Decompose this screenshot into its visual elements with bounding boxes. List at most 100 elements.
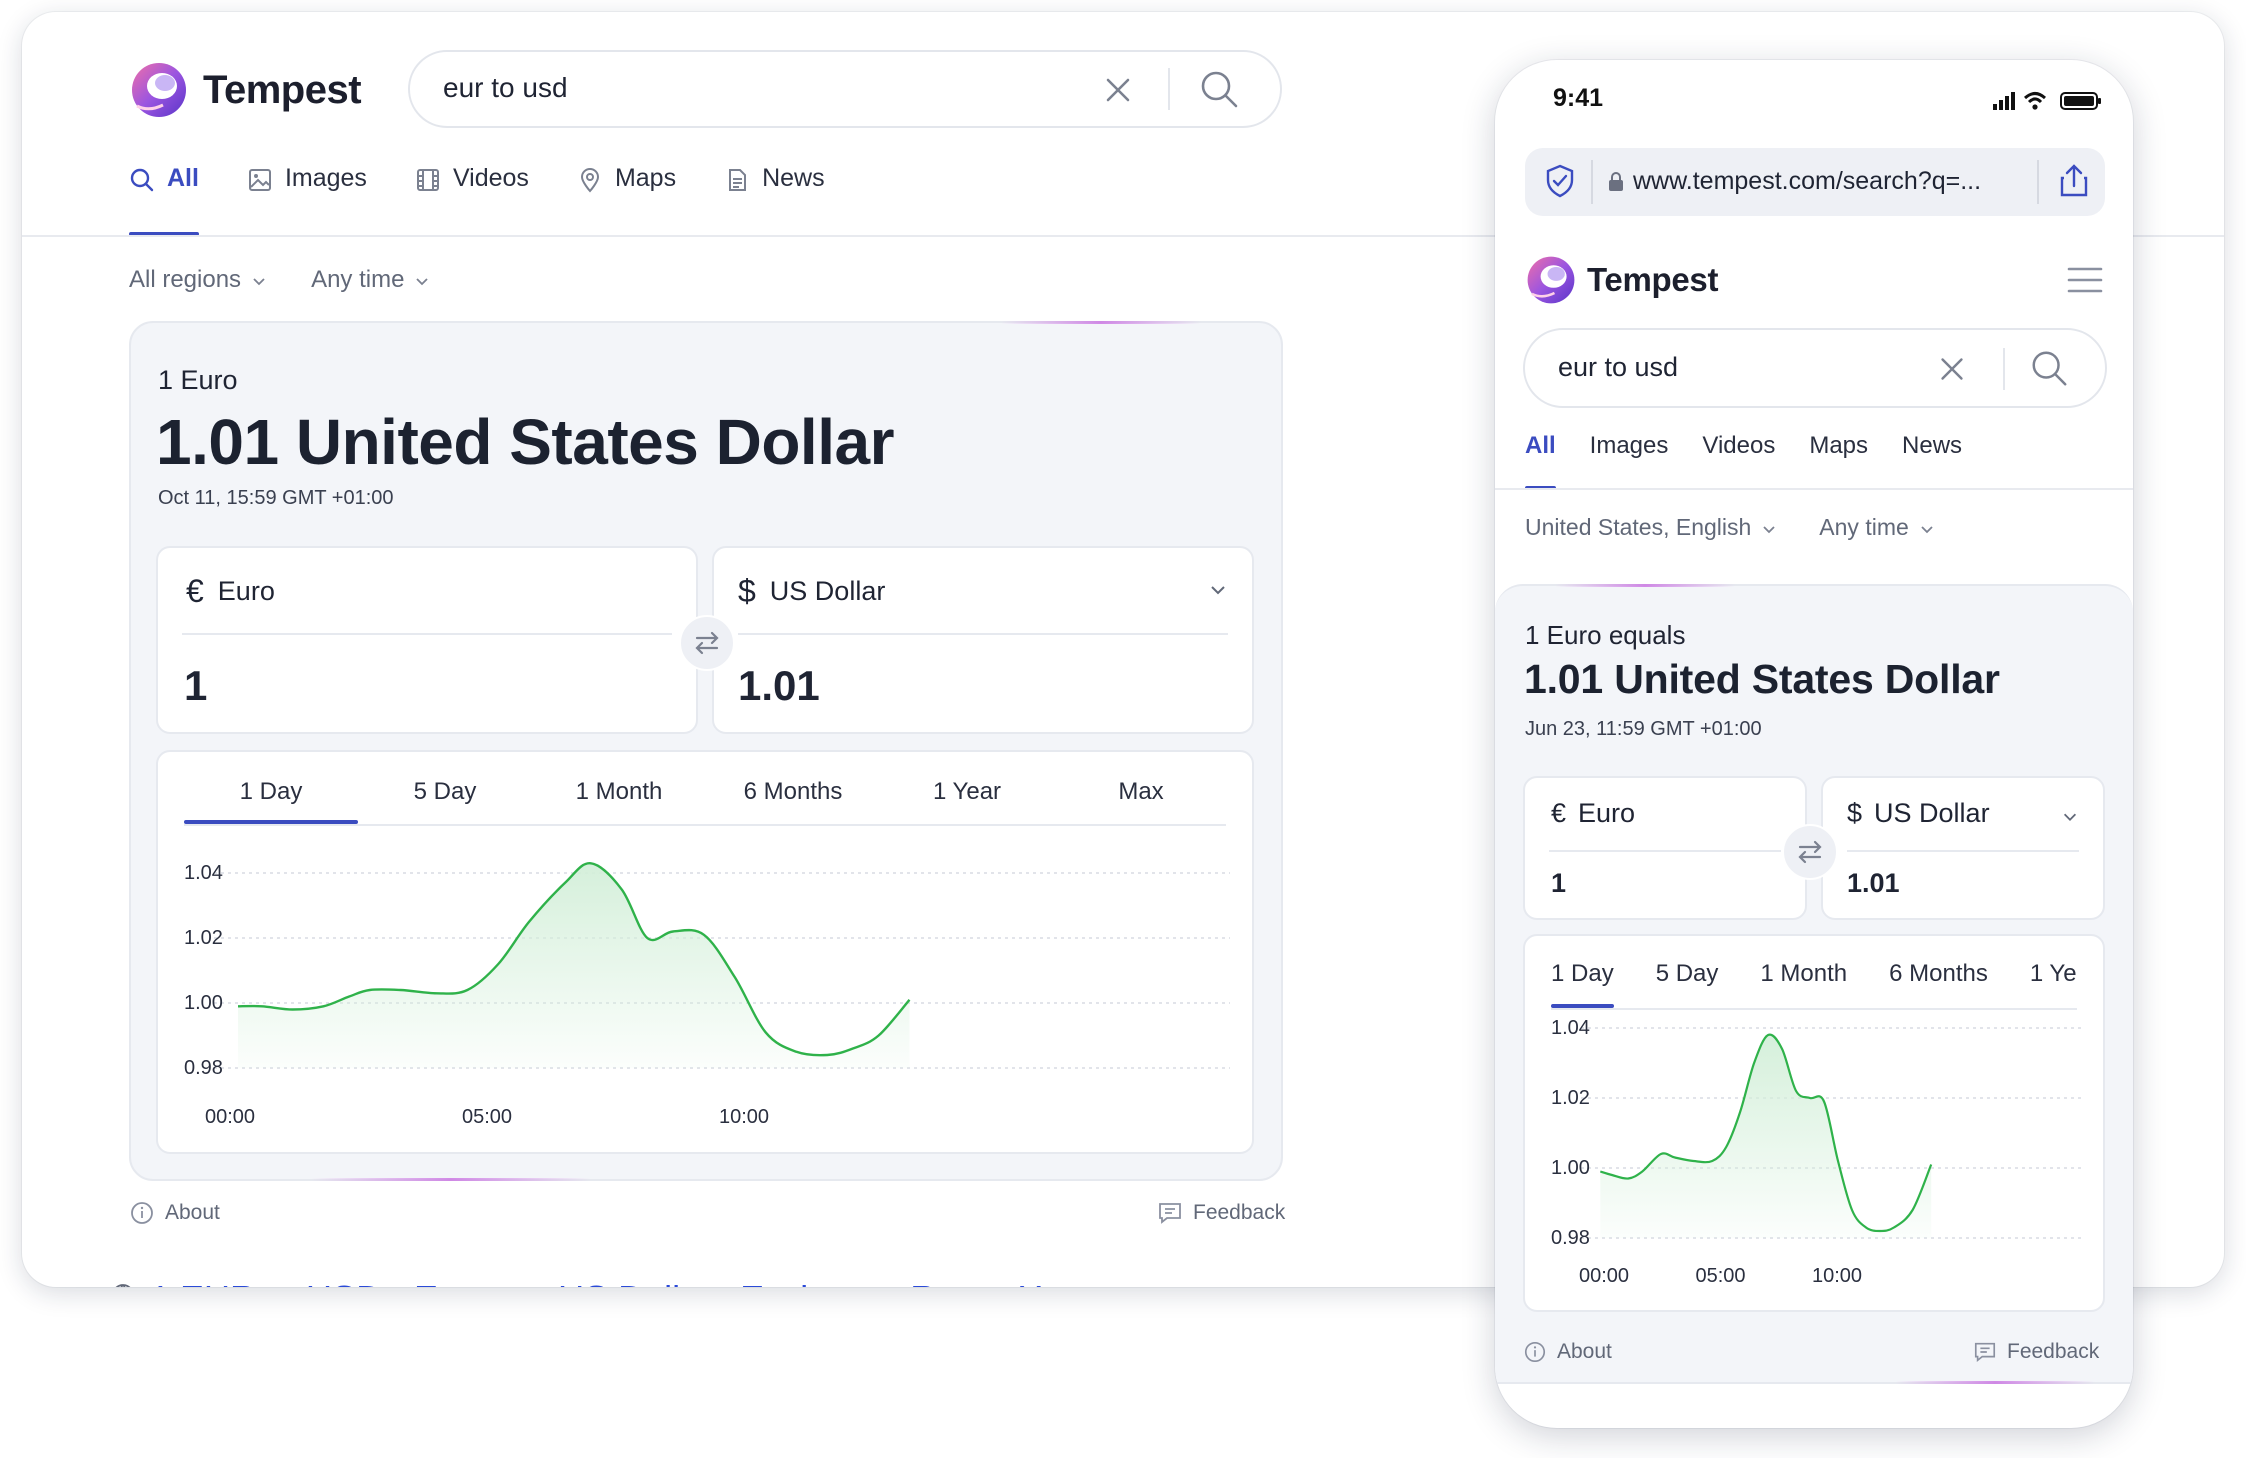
chevron-down-icon: [1921, 525, 1933, 533]
tab-images[interactable]: Images: [247, 164, 367, 236]
chart-series-line: [237, 862, 911, 1057]
range-tab-5-day[interactable]: 5 Day: [1655, 960, 1719, 987]
browser-url-bar[interactable]: www.tempest.com/search?q=...: [1525, 148, 2105, 216]
chevron-down-icon[interactable]: [2061, 808, 2079, 826]
search-result-link[interactable]: 1 EUR to USD - Euros to US Dollars Excha…: [150, 1278, 1062, 1287]
tabs-divider: [22, 235, 2224, 237]
y-tick-label: 1.04: [184, 862, 223, 884]
region-filter[interactable]: United States, English: [1525, 514, 1777, 541]
from-currency-select[interactable]: € Euro: [186, 573, 275, 610]
url-divider: [2037, 160, 2039, 204]
brand-logo[interactable]: Tempest: [1525, 254, 1718, 306]
clear-icon[interactable]: [1935, 352, 1969, 386]
search-icon: [130, 168, 154, 192]
region-filter[interactable]: All regions: [129, 266, 267, 294]
from-currency-select[interactable]: € Euro: [1551, 798, 1635, 829]
search-icon[interactable]: [1198, 68, 1240, 110]
tab-maps[interactable]: Maps: [1809, 432, 1869, 459]
chart-area-fill: [1600, 1034, 1932, 1238]
mobile-phone: 9:41 www.tempest.com/search?q=... Tempes…: [1495, 60, 2133, 1428]
range-tab-max[interactable]: Max: [1118, 778, 1164, 805]
tab-videos[interactable]: Videos: [1702, 432, 1776, 459]
tab-all[interactable]: All: [129, 164, 199, 236]
range-tab-6-months[interactable]: 6 Months: [743, 778, 843, 805]
tab-label: Videos: [452, 164, 529, 192]
feedback-link[interactable]: Feedback: [1973, 1340, 2099, 1364]
tab-label: Images: [284, 164, 367, 192]
share-icon[interactable]: [2055, 162, 2093, 200]
clear-icon[interactable]: [1100, 72, 1136, 108]
to-amount-input[interactable]: 1.01: [738, 662, 820, 709]
brand-logo[interactable]: Tempest: [129, 60, 362, 120]
from-currency-name: Euro: [217, 576, 275, 606]
search-tabs: All Images Videos Maps News: [129, 164, 873, 236]
tabs-divider: [1495, 488, 2133, 490]
range-tab-6-months[interactable]: 6 Months: [1889, 960, 1988, 987]
tab-news[interactable]: News: [1902, 432, 1963, 459]
euro-symbol-icon: €: [186, 573, 204, 609]
range-tab-5-day[interactable]: 5 Day: [413, 778, 477, 805]
range-tab-1-month[interactable]: 1 Month: [575, 778, 663, 805]
from-amount-input[interactable]: 1: [184, 662, 208, 709]
card-glow: [1001, 321, 1201, 324]
hamburger-menu-icon[interactable]: [2067, 266, 2103, 294]
feedback-label: Feedback: [1193, 1201, 1286, 1224]
search-input[interactable]: eur to usd: [443, 72, 568, 103]
exchange-rate-chart: 1.04 1.02 1.00 0.98 00:00 05:00 10:00: [184, 862, 1230, 1128]
currency-divider: [738, 633, 1228, 635]
to-currency-select[interactable]: $ US Dollar: [738, 573, 885, 610]
feedback-link[interactable]: Feedback: [1157, 1200, 1285, 1226]
document-icon: [729, 169, 747, 191]
info-icon: [131, 1202, 153, 1224]
x-tick-label: 10:00: [1812, 1265, 1862, 1287]
to-amount-input[interactable]: 1.01: [1847, 868, 1900, 898]
about-link[interactable]: About: [1523, 1340, 1612, 1364]
x-tick-label: 00:00: [1579, 1265, 1629, 1287]
chevron-down-icon: [416, 278, 429, 286]
brand-name: Tempest: [1587, 261, 1719, 298]
tab-news[interactable]: News: [724, 164, 825, 236]
chevron-down-icon[interactable]: [1208, 580, 1228, 600]
card-glow: [1895, 1381, 2095, 1384]
range-tab-1-year[interactable]: 1 Year: [932, 778, 1002, 805]
y-tick-label: 1.00: [1551, 1157, 1590, 1179]
y-tick-label: 0.98: [1551, 1227, 1590, 1249]
swap-currencies-button[interactable]: [679, 615, 735, 671]
rate-chart-panel: 1 Day 5 Day 1 Month 6 Months 1 Ye 1.04 1.…: [1523, 934, 2105, 1312]
map-pin-icon: [580, 168, 599, 193]
search-bar[interactable]: eur to usd: [1523, 328, 2107, 408]
from-currency-name: Euro: [1578, 798, 1636, 828]
tab-all[interactable]: All: [1525, 432, 1556, 490]
info-icon: [1524, 1341, 1546, 1363]
x-tick-label: 05:00: [1696, 1265, 1746, 1287]
range-tab-1-day[interactable]: 1 Day: [1551, 936, 1614, 1008]
time-filter[interactable]: Any time: [1819, 514, 1934, 541]
card-glow: [311, 1178, 591, 1181]
about-link[interactable]: About: [129, 1200, 220, 1226]
search-tabs: All Images Videos Maps News: [1525, 432, 1996, 490]
range-tab-1-year[interactable]: 1 Ye: [2029, 960, 2077, 987]
range-tab-1-day[interactable]: 1 Day: [184, 752, 358, 824]
search-bar[interactable]: eur to usd: [408, 50, 1282, 128]
to-currency-name: US Dollar: [1874, 798, 1990, 828]
swap-currencies-button[interactable]: [1782, 824, 1838, 880]
feedback-icon: [1974, 1342, 1996, 1363]
search-icon[interactable]: [2029, 348, 2069, 388]
film-icon: [416, 169, 439, 191]
range-tab-1-month[interactable]: 1 Month: [1760, 960, 1848, 987]
shield-icon[interactable]: [1541, 162, 1579, 200]
to-currency-select[interactable]: $ US Dollar: [1847, 798, 1990, 829]
tab-images[interactable]: Images: [1589, 432, 1669, 459]
about-label: About: [165, 1201, 220, 1224]
wifi-icon: [2023, 92, 2047, 110]
currency-divider: [1847, 850, 2079, 852]
tab-maps[interactable]: Maps: [577, 164, 676, 236]
status-time: 9:41: [1553, 84, 1604, 112]
time-filter[interactable]: Any time: [311, 266, 430, 294]
from-amount-input[interactable]: 1: [1551, 868, 1567, 898]
converter-timestamp: Jun 23, 11:59 GMT +01:00: [1525, 718, 1762, 740]
tab-label: All: [167, 164, 199, 192]
search-input[interactable]: eur to usd: [1558, 352, 1679, 382]
tab-videos[interactable]: Videos: [415, 164, 529, 236]
card-glow: [1555, 584, 1735, 587]
